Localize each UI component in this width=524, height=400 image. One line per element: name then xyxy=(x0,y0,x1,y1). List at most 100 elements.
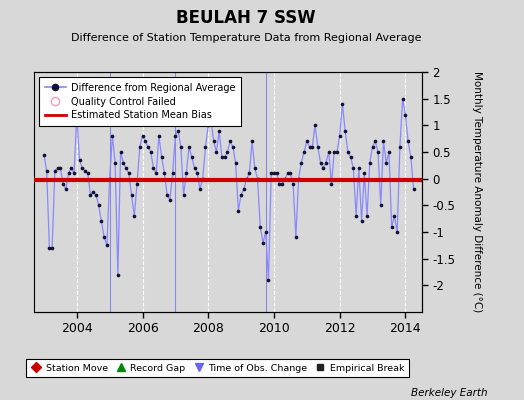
Point xyxy=(316,160,325,166)
Point xyxy=(130,213,138,219)
Point xyxy=(103,242,111,248)
Point xyxy=(122,165,130,171)
Point xyxy=(387,224,396,230)
Point xyxy=(341,128,350,134)
Point xyxy=(385,149,393,155)
Point xyxy=(168,170,177,176)
Text: Berkeley Earth: Berkeley Earth xyxy=(411,388,487,398)
Point xyxy=(261,229,270,235)
Point xyxy=(371,138,379,144)
Point xyxy=(377,202,385,208)
Point xyxy=(86,192,95,198)
Point xyxy=(125,170,133,176)
Point xyxy=(253,176,261,182)
Point xyxy=(297,160,305,166)
Point xyxy=(64,170,73,176)
Point xyxy=(250,165,259,171)
Point xyxy=(232,160,240,166)
Point xyxy=(147,149,155,155)
Point xyxy=(40,152,48,158)
Point xyxy=(289,181,297,187)
Point xyxy=(322,160,330,166)
Point xyxy=(56,165,64,171)
Point xyxy=(226,138,234,144)
Point xyxy=(357,218,366,224)
Point xyxy=(204,122,212,128)
Point xyxy=(155,133,163,139)
Point xyxy=(398,96,407,102)
Point xyxy=(349,165,357,171)
Point xyxy=(256,224,265,230)
Point xyxy=(70,170,78,176)
Point xyxy=(188,154,196,160)
Point xyxy=(281,176,289,182)
Point xyxy=(228,144,237,150)
Legend: Station Move, Record Gap, Time of Obs. Change, Empirical Break: Station Move, Record Gap, Time of Obs. C… xyxy=(26,359,409,377)
Point xyxy=(278,181,286,187)
Point xyxy=(89,189,97,195)
Point xyxy=(114,272,122,278)
Point xyxy=(346,154,355,160)
Point xyxy=(127,192,136,198)
Point xyxy=(141,138,149,144)
Point xyxy=(363,213,371,219)
Point xyxy=(407,154,415,160)
Point xyxy=(294,176,303,182)
Text: BEULAH 7 SSW: BEULAH 7 SSW xyxy=(177,9,316,27)
Point xyxy=(51,168,59,174)
Point xyxy=(272,170,281,176)
Point xyxy=(283,170,292,176)
Point xyxy=(97,218,106,224)
Point xyxy=(196,186,204,192)
Point xyxy=(212,149,221,155)
Point xyxy=(133,181,141,187)
Point xyxy=(360,170,368,176)
Point xyxy=(67,165,75,171)
Point xyxy=(319,165,328,171)
Point xyxy=(199,176,207,182)
Point xyxy=(42,168,51,174)
Point xyxy=(144,144,152,150)
Point xyxy=(193,170,201,176)
Point xyxy=(237,192,245,198)
Point xyxy=(48,245,56,251)
Point xyxy=(328,181,336,187)
Point xyxy=(303,138,311,144)
Point xyxy=(313,144,322,150)
Point xyxy=(330,149,339,155)
Point xyxy=(335,133,344,139)
Point xyxy=(292,234,300,240)
Point xyxy=(81,168,89,174)
Point xyxy=(275,181,283,187)
Point xyxy=(78,165,86,171)
Point xyxy=(108,133,116,139)
Point xyxy=(83,170,92,176)
Point xyxy=(396,144,404,150)
Point xyxy=(116,149,125,155)
Point xyxy=(245,170,254,176)
Point xyxy=(160,170,169,176)
Point xyxy=(324,149,333,155)
Point xyxy=(94,202,103,208)
Point xyxy=(264,277,272,283)
Point xyxy=(311,122,319,128)
Point xyxy=(171,133,180,139)
Point xyxy=(177,144,185,150)
Legend: Difference from Regional Average, Quality Control Failed, Estimated Station Mean: Difference from Regional Average, Qualit… xyxy=(39,77,242,126)
Point xyxy=(215,128,223,134)
Point xyxy=(105,176,114,182)
Point xyxy=(338,101,346,107)
Point xyxy=(368,144,377,150)
Point xyxy=(62,186,70,192)
Point xyxy=(182,170,191,176)
Point xyxy=(185,144,193,150)
Point xyxy=(366,160,374,166)
Point xyxy=(223,149,232,155)
Point xyxy=(179,192,188,198)
Point xyxy=(136,144,144,150)
Point xyxy=(92,192,100,198)
Point xyxy=(119,160,127,166)
Point xyxy=(393,229,401,235)
Point xyxy=(158,154,166,160)
Point xyxy=(152,170,160,176)
